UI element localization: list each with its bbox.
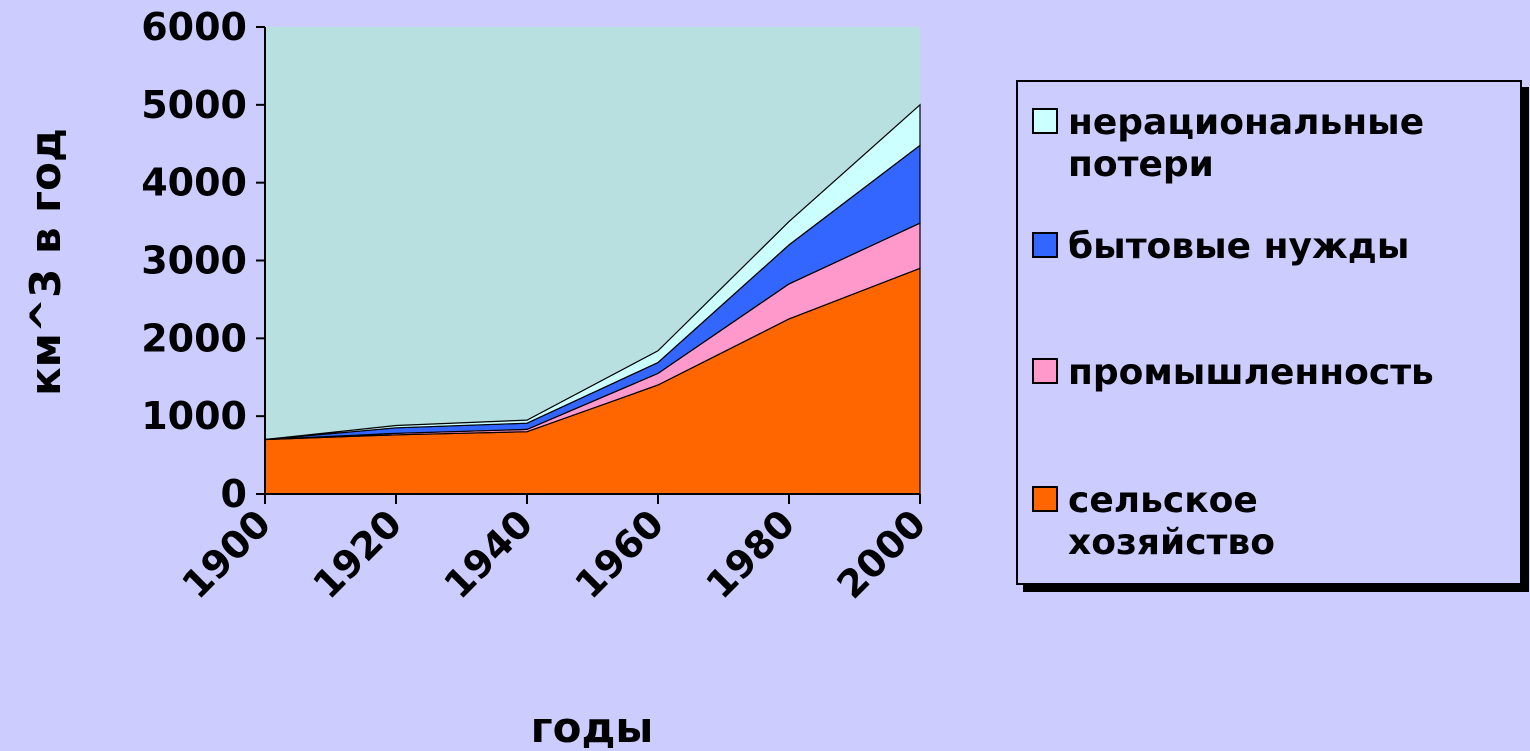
y-tick-label: 4000 [141, 161, 247, 205]
x-tick-label: 1940 [435, 501, 541, 607]
y-tick-label: 5000 [141, 83, 247, 127]
y-axis-title: км^3 в год [21, 128, 70, 396]
y-tick-label: 1000 [141, 394, 247, 438]
x-tick-label: 1980 [697, 501, 803, 607]
y-tick-label: 6000 [141, 5, 247, 49]
x-tick-label: 1900 [173, 501, 279, 607]
x-tick-label: 2000 [828, 501, 934, 607]
legend-item-losses: нерациональные потери [1032, 102, 1528, 186]
legend-label-industry: промышленность [1068, 352, 1434, 393]
y-tick-label: 0 [221, 472, 247, 516]
y-tick-label: 3000 [141, 239, 247, 283]
legend-swatch-household [1032, 232, 1058, 258]
y-tick-label: 2000 [141, 316, 247, 360]
x-axis-title: годы [531, 703, 654, 751]
x-tick-label: 1920 [304, 501, 410, 607]
legend-item-industry: промышленность [1032, 352, 1528, 394]
legend-label-household: бытовые нужды [1068, 226, 1410, 267]
legend-label-losses: нерациональные потери [1068, 102, 1425, 185]
legend-item-agriculture: сельское хозяйство [1032, 480, 1528, 564]
legend-swatch-losses [1032, 108, 1058, 134]
area-series-3 [264, 103, 921, 441]
legend-swatch-agriculture [1032, 486, 1058, 512]
legend: нерациональные потери бытовые нужды пром… [1016, 80, 1522, 585]
x-tick-label: 1960 [566, 501, 672, 607]
legend-label-agriculture: сельское хозяйство [1068, 480, 1275, 563]
legend-swatch-industry [1032, 358, 1058, 384]
legend-item-household: бытовые нужды [1032, 226, 1528, 268]
